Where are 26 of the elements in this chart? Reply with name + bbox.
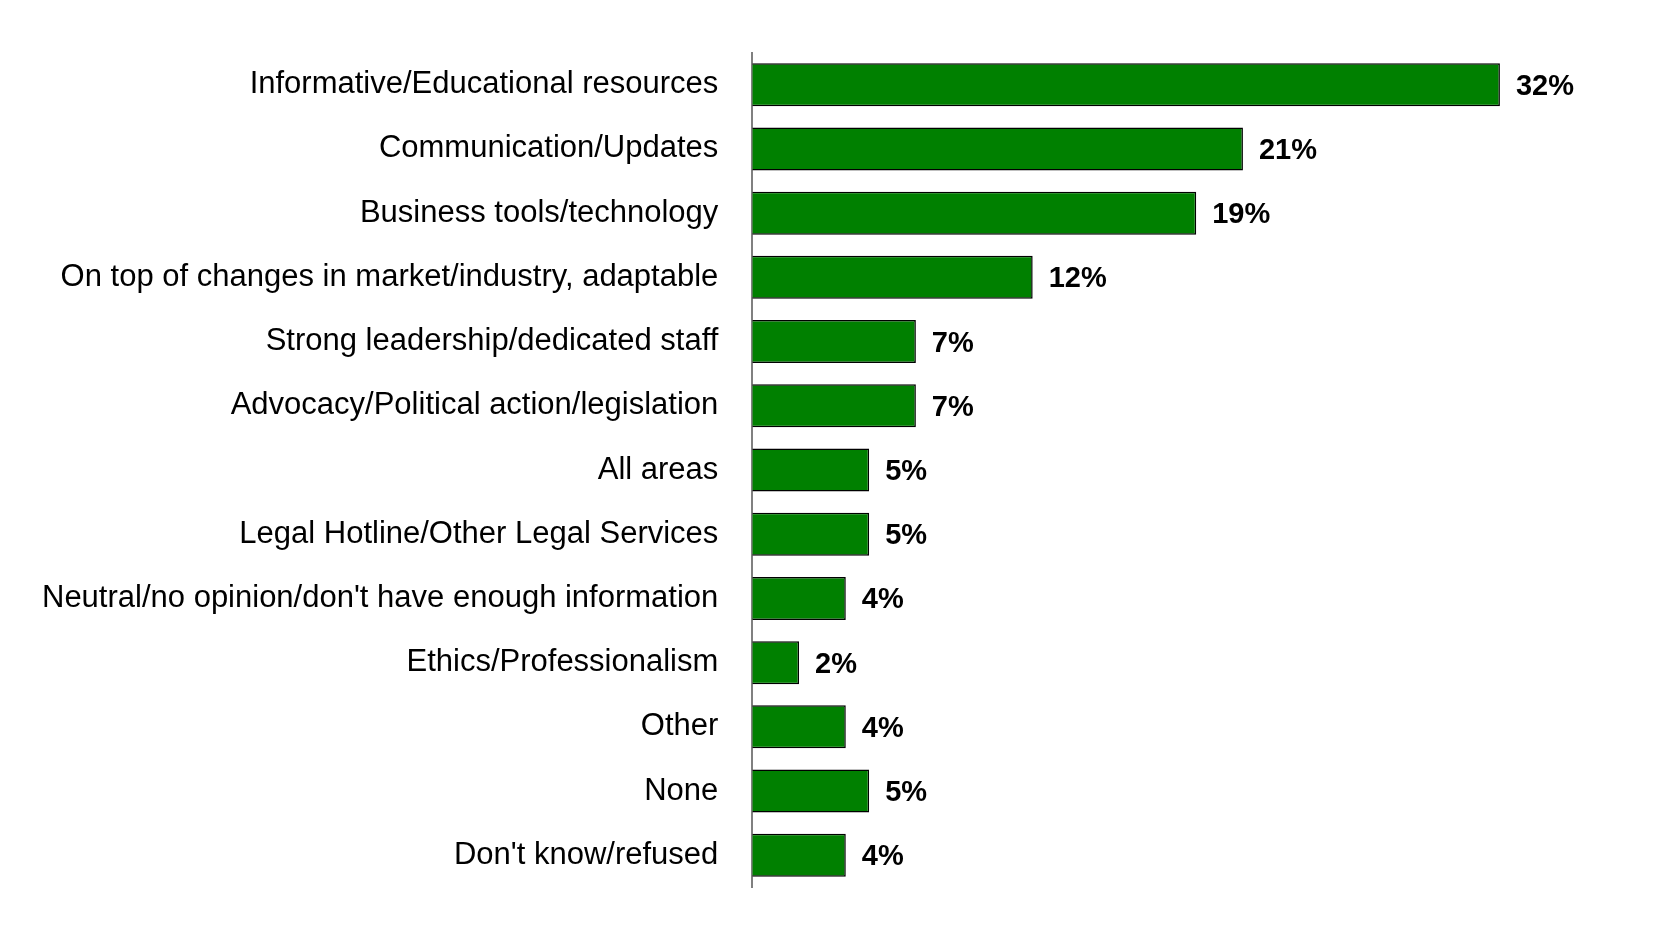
data-label: 5% — [885, 454, 928, 486]
y-tick-label: Don't know/refused — [453, 835, 719, 871]
data-label: 4% — [861, 582, 904, 615]
y-tick-label: On top of changes in market/industry, adaptable — [60, 257, 719, 293]
data-label: 5% — [885, 518, 928, 551]
data-label: 12% — [1048, 261, 1107, 294]
y-tick-label: Other — [640, 707, 719, 743]
y-tick-label: None — [644, 771, 719, 807]
data-label: 32% — [1515, 68, 1575, 101]
data-label: 4% — [861, 839, 904, 872]
y-tick-label: Informative/Educational resources — [249, 65, 719, 101]
y-tick-label: Business tools/technology — [359, 193, 719, 229]
y-tick-label: Communication/Updates — [378, 129, 719, 165]
data-label: 2% — [815, 646, 858, 679]
y-tick-label: All areas — [597, 450, 719, 486]
data-label: 4% — [861, 710, 904, 743]
data-label: 7% — [931, 389, 974, 422]
y-tick-label: Legal Hotline/Other Legal Services — [239, 514, 719, 550]
data-label: 5% — [885, 775, 928, 808]
data-label: 7% — [931, 325, 974, 358]
y-tick-label: Advocacy/Political action/legislation — [230, 386, 719, 422]
y-tick-label: Neutral/no opinion/don't have enough information — [42, 578, 719, 614]
y-tick-label: Strong leadership/dedicated staff — [265, 322, 719, 358]
data-label: 19% — [1212, 197, 1271, 230]
data-label: 21% — [1258, 132, 1318, 165]
y-tick-label: Ethics/Professionalism — [406, 643, 719, 679]
